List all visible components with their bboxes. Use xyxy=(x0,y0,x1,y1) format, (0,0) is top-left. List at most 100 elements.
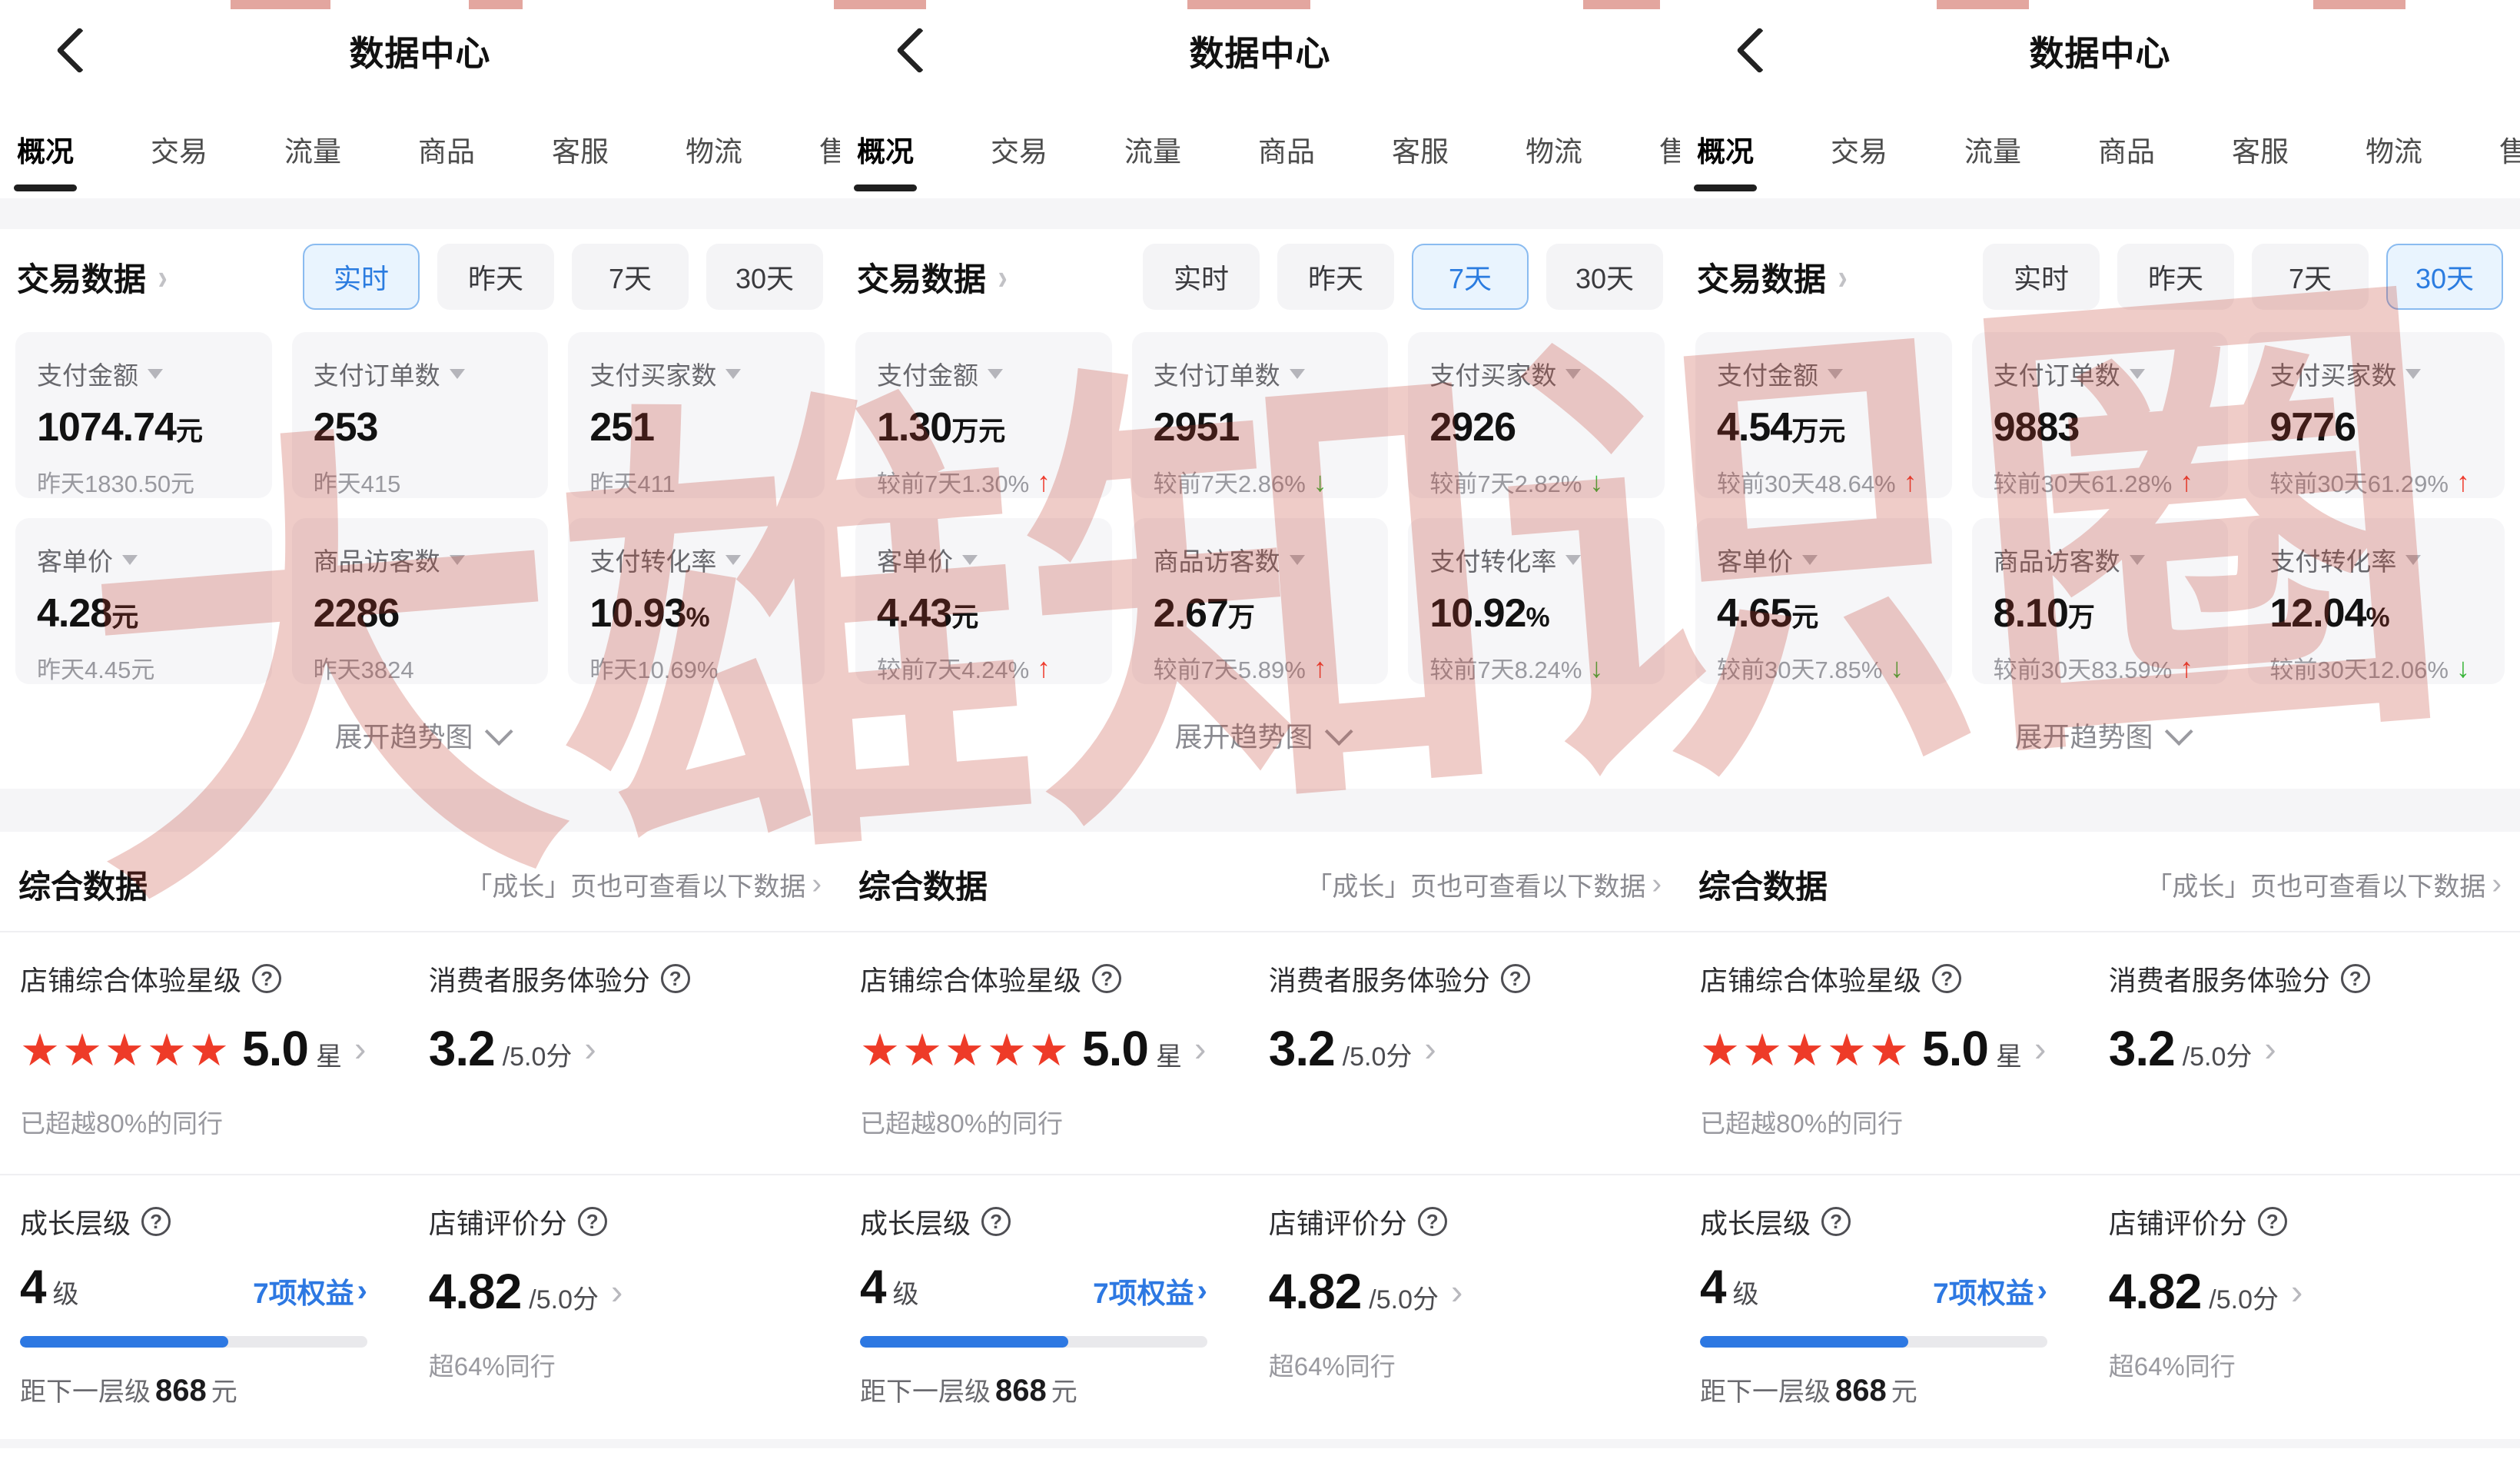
filter-chip-30days[interactable]: 30天 xyxy=(706,244,823,310)
metric-label-row[interactable]: 客单价 xyxy=(877,541,1101,578)
metric-card-payment-conversion[interactable]: 支付转化率 10.92% 较前7天8.24% ↓ xyxy=(1408,518,1665,684)
metric-label-row[interactable]: 支付转化率 xyxy=(589,541,814,578)
help-icon[interactable]: ? xyxy=(252,964,282,993)
store-star-value-row[interactable]: ★ ★ ★ ★ ★ 5.0 星 › xyxy=(20,1020,429,1077)
metric-card-payment-amount[interactable]: 支付金额 1.30万元 较前7天1.30% ↑ xyxy=(855,332,1112,498)
help-icon[interactable]: ? xyxy=(577,1207,607,1236)
help-icon[interactable]: ? xyxy=(2340,964,2370,993)
shop-rating-value-row[interactable]: 4.82 /5.0分 › xyxy=(1269,1263,1662,1320)
help-icon[interactable]: ? xyxy=(660,964,690,993)
growth-page-hint-link[interactable]: 「成长」页也可查看以下数据 › xyxy=(1306,866,1662,903)
metric-card-product-visitors[interactable]: 商品访客数 8.10万 较前30天83.59% ↑ xyxy=(1971,518,2229,684)
metric-label-row[interactable]: 支付金额 xyxy=(877,355,1101,392)
filter-chip-realtime[interactable]: 实时 xyxy=(1143,244,1260,310)
back-chevron-icon[interactable] xyxy=(896,27,943,74)
expand-trend-toggle[interactable]: 展开趋势图 xyxy=(1680,684,2520,789)
tab-product[interactable]: 商品 xyxy=(418,136,475,168)
metric-label-row[interactable]: 支付买家数 xyxy=(2269,355,2494,392)
tab-logistics[interactable]: 物流 xyxy=(1526,136,1582,168)
metric-label-row[interactable]: 客单价 xyxy=(1717,541,1941,578)
metric-label-row[interactable]: 商品访客数 xyxy=(1994,541,2218,578)
service-score-value-row[interactable]: 3.2 /5.0分 › xyxy=(429,1020,822,1077)
tab-logistics[interactable]: 物流 xyxy=(686,136,742,168)
expand-trend-toggle[interactable]: 展开趋势图 xyxy=(840,684,1680,789)
metric-label-row[interactable]: 支付金额 xyxy=(37,355,261,392)
tab-service[interactable]: 客服 xyxy=(1392,136,1449,168)
filter-chip-yesterday[interactable]: 昨天 xyxy=(2117,244,2234,310)
filter-chip-realtime[interactable]: 实时 xyxy=(303,244,420,310)
back-chevron-icon[interactable] xyxy=(56,27,103,74)
metric-card-product-visitors[interactable]: 商品访客数 2.67万 较前7天5.89% ↑ xyxy=(1131,518,1389,684)
filter-chip-7days[interactable]: 7天 xyxy=(572,244,689,310)
back-chevron-icon[interactable] xyxy=(1736,27,1783,74)
shop-rating-value-row[interactable]: 4.82 /5.0分 › xyxy=(429,1263,822,1320)
metric-card-payment-amount[interactable]: 支付金额 4.54万元 较前30天48.64% ↑ xyxy=(1695,332,1952,498)
tab-product[interactable]: 商品 xyxy=(1258,136,1315,168)
metric-card-avg-order-value[interactable]: 客单价 4.65元 较前30天7.85% ↓ xyxy=(1695,518,1952,684)
help-icon[interactable]: ? xyxy=(1417,1207,1447,1236)
tab-overview[interactable]: 概况 xyxy=(854,128,917,191)
metric-card-paid-orders[interactable]: 支付订单数 2951 较前7天2.86% ↓ xyxy=(1131,332,1389,498)
service-score-value-row[interactable]: 3.2 /5.0分 › xyxy=(2109,1020,2502,1077)
tab-service[interactable]: 客服 xyxy=(2232,136,2289,168)
filter-chip-yesterday[interactable]: 昨天 xyxy=(437,244,554,310)
tab-overview[interactable]: 概况 xyxy=(14,128,77,191)
growth-page-hint-link[interactable]: 「成长」页也可查看以下数据 › xyxy=(466,866,822,903)
tab-overview[interactable]: 概况 xyxy=(1694,128,1757,191)
metric-card-paid-buyers[interactable]: 支付买家数 9776 较前30天61.29% ↑ xyxy=(2248,332,2505,498)
help-icon[interactable]: ? xyxy=(981,1207,1011,1236)
metric-card-paid-buyers[interactable]: 支付买家数 2926 较前7天2.82% ↓ xyxy=(1408,332,1665,498)
tab-aftersale[interactable]: 售后 xyxy=(1659,136,1680,168)
filter-chip-7days[interactable]: 7天 xyxy=(2252,244,2369,310)
tab-aftersale[interactable]: 售后 xyxy=(2499,136,2520,168)
trade-data-title[interactable]: 交易数据 xyxy=(17,261,147,297)
trade-data-title[interactable]: 交易数据 xyxy=(1697,261,1827,297)
tab-product[interactable]: 商品 xyxy=(2098,136,2155,168)
metric-card-payment-amount[interactable]: 支付金额 1074.74元 昨天1830.50元 xyxy=(15,332,272,498)
metric-label-row[interactable]: 支付金额 xyxy=(1717,355,1941,392)
growth-page-hint-link[interactable]: 「成长」页也可查看以下数据 › xyxy=(2146,866,2502,903)
filter-chip-30days[interactable]: 30天 xyxy=(2386,244,2503,310)
tab-traffic[interactable]: 流量 xyxy=(284,136,341,168)
metric-card-paid-orders[interactable]: 支付订单数 253 昨天415 xyxy=(291,332,549,498)
metric-card-avg-order-value[interactable]: 客单价 4.28元 昨天4.45元 xyxy=(15,518,272,684)
benefits-link[interactable]: 7项权益 › xyxy=(1093,1270,1207,1311)
service-score-value-row[interactable]: 3.2 /5.0分 › xyxy=(1269,1020,1662,1077)
tab-aftersale[interactable]: 售后 xyxy=(819,136,840,168)
shop-rating-value-row[interactable]: 4.82 /5.0分 › xyxy=(2109,1263,2502,1320)
tab-service[interactable]: 客服 xyxy=(552,136,609,168)
metric-label-row[interactable]: 客单价 xyxy=(37,541,261,578)
metric-card-paid-orders[interactable]: 支付订单数 9883 较前30天61.28% ↑ xyxy=(1971,332,2229,498)
benefits-link[interactable]: 7项权益 › xyxy=(253,1270,367,1311)
metric-label-row[interactable]: 支付订单数 xyxy=(1154,355,1378,392)
metric-label-row[interactable]: 支付转化率 xyxy=(1429,541,1654,578)
filter-chip-yesterday[interactable]: 昨天 xyxy=(1277,244,1394,310)
metric-card-paid-buyers[interactable]: 支付买家数 251 昨天411 xyxy=(568,332,825,498)
filter-chip-30days[interactable]: 30天 xyxy=(1546,244,1663,310)
tab-trade[interactable]: 交易 xyxy=(991,136,1048,168)
metric-card-payment-conversion[interactable]: 支付转化率 12.04% 较前30天12.06% ↓ xyxy=(2248,518,2505,684)
trade-data-title[interactable]: 交易数据 xyxy=(857,261,987,297)
tab-traffic[interactable]: 流量 xyxy=(1124,136,1181,168)
tab-logistics[interactable]: 物流 xyxy=(2366,136,2422,168)
help-icon[interactable]: ? xyxy=(1092,964,1122,993)
filter-chip-realtime[interactable]: 实时 xyxy=(1983,244,2100,310)
metric-label-row[interactable]: 商品访客数 xyxy=(1154,541,1378,578)
metric-label-row[interactable]: 商品访客数 xyxy=(314,541,538,578)
metric-card-payment-conversion[interactable]: 支付转化率 10.93% 昨天10.69% xyxy=(568,518,825,684)
help-icon[interactable]: ? xyxy=(1500,964,1530,993)
tab-trade[interactable]: 交易 xyxy=(1831,136,1888,168)
help-icon[interactable]: ? xyxy=(2257,1207,2287,1236)
store-star-value-row[interactable]: ★ ★ ★ ★ ★ 5.0 星 › xyxy=(860,1020,1269,1077)
metric-label-row[interactable]: 支付买家数 xyxy=(1429,355,1654,392)
store-star-value-row[interactable]: ★ ★ ★ ★ ★ 5.0 星 › xyxy=(1700,1020,2109,1077)
benefits-link[interactable]: 7项权益 › xyxy=(1933,1270,2047,1311)
help-icon[interactable]: ? xyxy=(1932,964,1962,993)
help-icon[interactable]: ? xyxy=(1821,1207,1851,1236)
metric-label-row[interactable]: 支付订单数 xyxy=(1994,355,2218,392)
tab-traffic[interactable]: 流量 xyxy=(1964,136,2021,168)
metric-label-row[interactable]: 支付订单数 xyxy=(314,355,538,392)
help-icon[interactable]: ? xyxy=(141,1207,171,1236)
metric-label-row[interactable]: 支付买家数 xyxy=(589,355,814,392)
metric-card-avg-order-value[interactable]: 客单价 4.43元 较前7天4.24% ↑ xyxy=(855,518,1112,684)
